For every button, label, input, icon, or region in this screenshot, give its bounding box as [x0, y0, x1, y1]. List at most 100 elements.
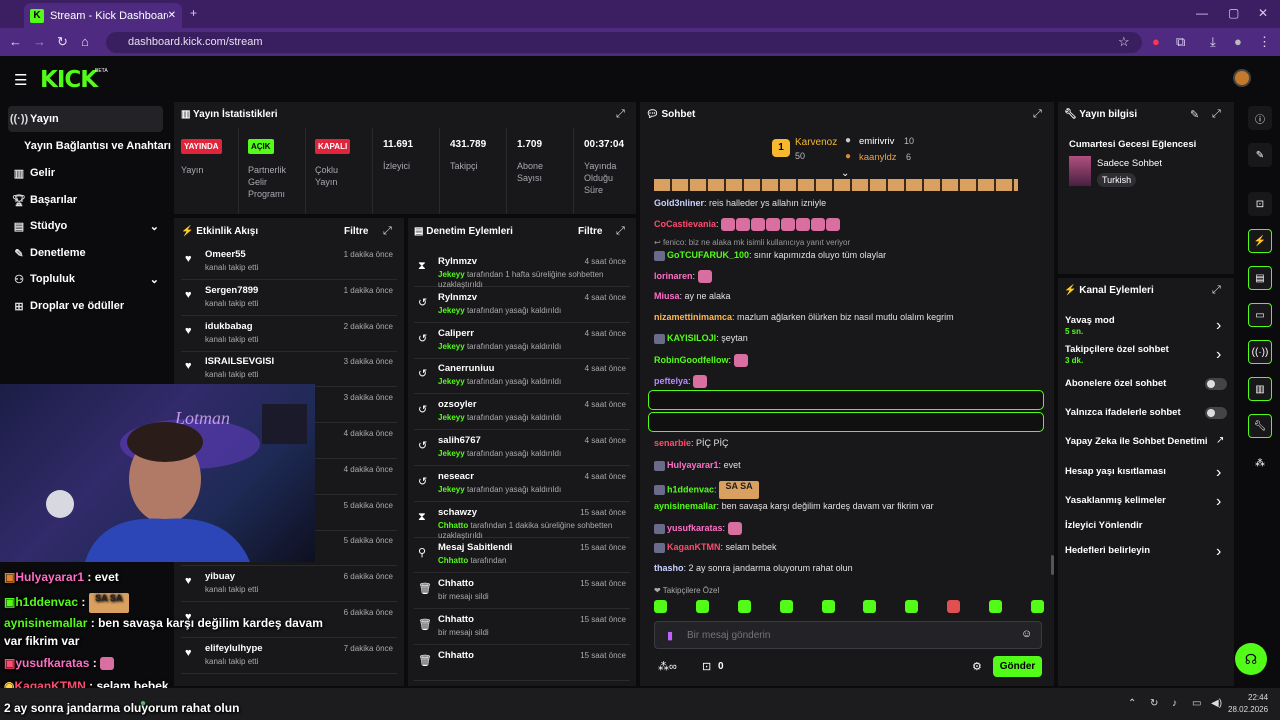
emote-icon[interactable]	[821, 600, 835, 613]
moderation-row[interactable]: ↺ Rylnmzv Jekeyy tarafından yasağı kaldırı…	[414, 287, 630, 323]
moderation-row[interactable]: ⧗ Rylnmzv Jekeyy tarafından 1 hafta süreli…	[414, 251, 630, 289]
chat-message[interactable]: lorinaren:	[654, 270, 713, 283]
extension-icon[interactable]: ●	[1152, 34, 1160, 49]
chat-username[interactable]: lorinaren	[654, 270, 693, 281]
moderation-row[interactable]: ↺ neseacr Jekeyy tarafından yasağı kaldırı…	[414, 466, 630, 502]
emote-icon[interactable]	[1030, 600, 1044, 613]
send-button[interactable]: Gönder	[993, 656, 1042, 677]
broadcast-icon[interactable]: ((·))	[1248, 340, 1272, 364]
activity-user[interactable]: Omeer55	[205, 249, 246, 260]
address-bar[interactable]: dashboard.kick.com/stream	[106, 32, 1142, 53]
window-close-icon[interactable]: ✕	[1258, 6, 1269, 20]
emote-icon[interactable]	[779, 600, 793, 613]
moderation-target[interactable]: Canerruniuu	[438, 363, 495, 375]
activity-user[interactable]: idukbabag	[205, 320, 253, 332]
channel-action-item[interactable]: Hesap yaşı kısıtlaması	[1065, 466, 1166, 477]
edit-pencil-icon[interactable]: ✎	[1190, 109, 1200, 121]
activity-user[interactable]: Sergen7899	[205, 284, 259, 296]
chat-input-box[interactable]: ▮ ☺	[654, 621, 1042, 649]
moderation-row[interactable]: ↺ Canerruniuu Jekeyy tarafından yasağı kal…	[414, 358, 630, 395]
popout-icon[interactable]: ⤢	[1033, 108, 1042, 120]
moderation-target[interactable]: Rylnmzv	[438, 256, 478, 267]
tab-close-icon[interactable]: ✕	[167, 10, 176, 21]
toggle-switch[interactable]	[1205, 378, 1227, 390]
emote-icon[interactable]	[947, 600, 961, 613]
moderation-target[interactable]: Chhatto	[438, 649, 474, 661]
channel-action-item[interactable]: Yapay Zeka ile Sohbet Denetimi	[1065, 436, 1208, 447]
focus-icon[interactable]: ⊡	[1248, 192, 1272, 216]
channel-action-item[interactable]: Takipçilere özel sohbet 3 dk.	[1065, 344, 1169, 365]
chat-message[interactable]: aynisinemallar: ben savaşa karşı değilim…	[654, 501, 934, 511]
home-icon[interactable]: ⌂	[81, 34, 89, 49]
chat-message[interactable]: KaganKTMN: selam bebek	[654, 542, 777, 553]
moderation-target[interactable]: salih6767	[438, 435, 481, 446]
chat-input[interactable]	[687, 628, 1007, 643]
leader-name[interactable]: kaanyldz	[859, 152, 897, 163]
sidebar-item-drops[interactable]: ⊞ Droplar ve ödüller	[8, 293, 163, 319]
clock-date[interactable]: 28.02.2026	[1228, 705, 1269, 714]
chat-username[interactable]: nizamettinimamca	[654, 312, 733, 322]
channel-action-item[interactable]: Yavaş mod 5 sn.	[1065, 315, 1115, 336]
spotify-icon[interactable]: ●	[140, 698, 147, 709]
activity-row[interactable]: ♥ yibuay kanalı takip etti 6 dakika önce	[181, 566, 397, 603]
new-tab-icon[interactable]: +	[190, 6, 198, 20]
emote-icon[interactable]	[654, 600, 667, 613]
moderation-row[interactable]: ⚲ Mesaj Sabitlendi Chhatto tarafından 15 sa…	[414, 537, 630, 574]
expand-chevron-icon[interactable]: ⌄	[841, 168, 850, 179]
chat-message[interactable]: Gold3nliner: reis halleder ys allahın iz…	[654, 198, 827, 208]
activity-row[interactable]: ♥ elifeylulhype kanalı takip etti 7 dakika …	[181, 638, 397, 674]
chat-username[interactable]: RobinGoodfellow	[654, 354, 729, 365]
chat-message[interactable]: senarbie: PİÇ PİÇ	[654, 438, 729, 448]
profile-icon[interactable]: ●	[1234, 34, 1242, 49]
emote-icon[interactable]	[905, 600, 919, 613]
chat-message[interactable]: h1ddenvac: SA SA	[654, 481, 760, 499]
browser-tab[interactable]: K Stream - Kick Dashboard ✕	[24, 3, 182, 28]
chat-username[interactable]: peftelya	[654, 375, 689, 386]
moderation-filter-button[interactable]: Filtre	[578, 226, 603, 237]
tray-volume-icon[interactable]: ◀)	[1211, 698, 1223, 709]
emote-icon[interactable]	[863, 600, 877, 613]
chat-username[interactable]: Miusa	[654, 291, 680, 301]
add-widget-icon[interactable]: ⁂	[1255, 457, 1265, 469]
wrench-icon[interactable]: 🔧︎	[1248, 414, 1272, 438]
list-icon[interactable]: ▤	[1248, 266, 1272, 290]
hamburger-menu-icon[interactable]: ☰	[14, 72, 28, 89]
moderation-target[interactable]: ozsoyler	[438, 399, 477, 411]
sidebar-item-revenue[interactable]: ▥ Gelir	[8, 160, 163, 186]
channel-action-item[interactable]: İzleyici Yönlendir	[1065, 520, 1142, 531]
chevron-right-icon[interactable]: ›	[1216, 493, 1222, 510]
activity-row[interactable]: ♥ ISRAILSEVGISI kanalı takip etti 3 dakika …	[181, 351, 397, 388]
forward-icon[interactable]: →	[33, 34, 46, 49]
sidebar-item-stream-key[interactable]: Yayın Bağlantısı ve Anahtarı	[24, 133, 174, 159]
reload-icon[interactable]: ↻	[57, 34, 68, 49]
tray-mic-icon[interactable]: ♪	[1172, 698, 1177, 709]
clock-time[interactable]: 22:44	[1248, 693, 1269, 702]
chat-message[interactable]: Miusa: ay ne alaka	[654, 291, 731, 301]
chat-icon[interactable]: ▭	[1248, 303, 1272, 327]
bolt-icon[interactable]: ⚡	[1248, 229, 1272, 253]
activity-row[interactable]: ♥ 6 dakika önce	[181, 602, 397, 638]
chat-scrollbar[interactable]	[1051, 555, 1054, 575]
stats-icon[interactable]: ▥	[1248, 377, 1272, 401]
chat-username[interactable]: KAYISILOJI	[667, 333, 717, 343]
moderation-row[interactable]: ↺ Caliperr Jekeyy tarafından yasağı kaldır…	[414, 323, 630, 359]
popout-icon[interactable]: ⤢	[383, 225, 392, 237]
edit-icon[interactable]: ✎	[1248, 143, 1272, 167]
activity-row[interactable]: ♥ idukbabag kanalı takip etti 2 dakika önce	[181, 316, 397, 352]
sidebar-item-moderation[interactable]: ✎ Denetleme	[8, 240, 163, 266]
chat-username[interactable]: Gold3nliner	[654, 198, 705, 208]
chevron-right-icon[interactable]: ›	[1216, 346, 1222, 363]
activity-user[interactable]: ISRAILSEVGISI	[205, 356, 275, 368]
support-headset-icon[interactable]: ☊	[1235, 643, 1267, 675]
category-name[interactable]: Sadece Sohbet	[1097, 158, 1162, 169]
bookmark-star-icon[interactable]: ☆	[1118, 34, 1130, 49]
chat-message[interactable]: KAYISILOJI: şeytan	[654, 333, 748, 344]
sidebar-item-stream[interactable]: ((·)) Yayın	[8, 106, 163, 132]
emote-icon[interactable]	[737, 600, 751, 613]
activity-filter-button[interactable]: Filtre	[344, 226, 369, 237]
chat-settings-gear-icon[interactable]: ⚙	[972, 661, 982, 673]
moderation-target[interactable]: Rylnmzv	[438, 291, 478, 303]
emote-icon[interactable]	[695, 600, 709, 613]
moderation-target[interactable]: neseacr	[438, 470, 474, 482]
external-link-icon[interactable]: ↗	[1216, 435, 1225, 446]
